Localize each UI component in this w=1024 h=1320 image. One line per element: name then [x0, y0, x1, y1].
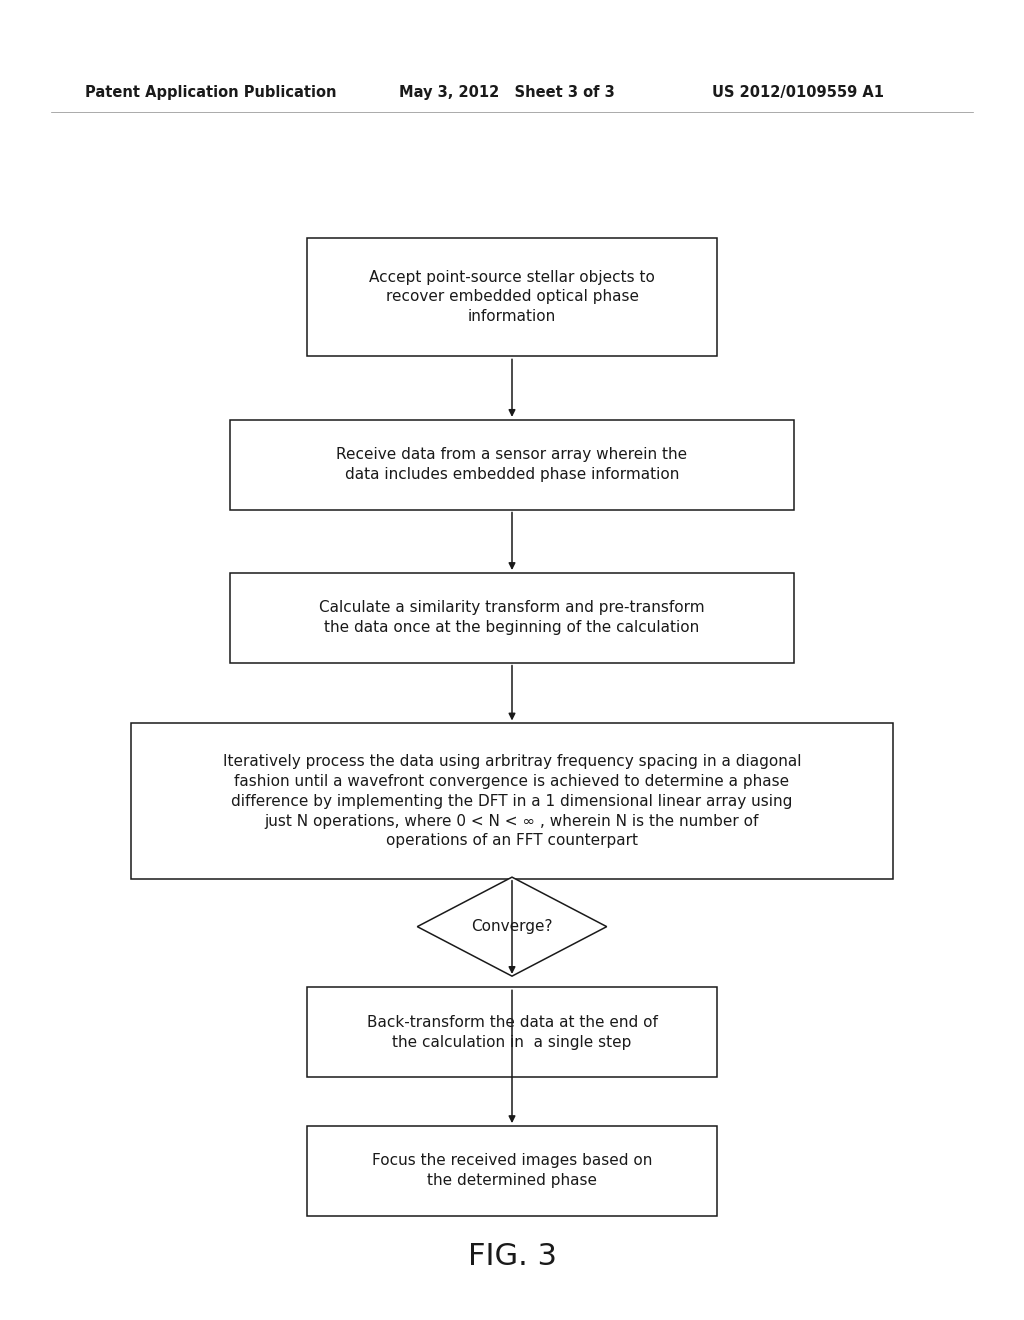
FancyBboxPatch shape: [230, 573, 794, 663]
FancyBboxPatch shape: [131, 723, 893, 879]
Text: May 3, 2012   Sheet 3 of 3: May 3, 2012 Sheet 3 of 3: [399, 84, 615, 100]
Text: FIG. 3: FIG. 3: [468, 1242, 556, 1271]
FancyBboxPatch shape: [307, 987, 717, 1077]
Text: Converge?: Converge?: [471, 919, 553, 935]
Text: Receive data from a sensor array wherein the
data includes embedded phase inform: Receive data from a sensor array wherein…: [337, 447, 687, 482]
Polygon shape: [418, 878, 606, 977]
FancyBboxPatch shape: [307, 238, 717, 356]
Text: Iteratively process the data using arbritray frequency spacing in a diagonal
fas: Iteratively process the data using arbri…: [223, 754, 801, 849]
Text: Calculate a similarity transform and pre-transform
the data once at the beginnin: Calculate a similarity transform and pre…: [319, 601, 705, 635]
FancyBboxPatch shape: [230, 420, 794, 510]
Text: Accept point-source stellar objects to
recover embedded optical phase
informatio: Accept point-source stellar objects to r…: [369, 269, 655, 325]
Text: Focus the received images based on
the determined phase: Focus the received images based on the d…: [372, 1154, 652, 1188]
FancyBboxPatch shape: [307, 1126, 717, 1216]
Text: US 2012/0109559 A1: US 2012/0109559 A1: [712, 84, 884, 100]
Text: Back-transform the data at the end of
the calculation in  a single step: Back-transform the data at the end of th…: [367, 1015, 657, 1049]
Text: Patent Application Publication: Patent Application Publication: [85, 84, 337, 100]
